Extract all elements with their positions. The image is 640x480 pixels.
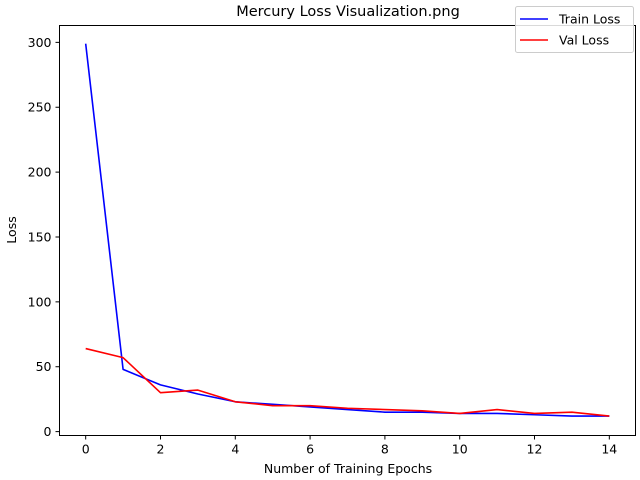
x-axis-ticks: 0 2 4 6 8 10 12 14 xyxy=(82,435,617,457)
y-tick-label: 100 xyxy=(28,294,52,309)
y-tick-label: 50 xyxy=(36,359,52,374)
series-lines xyxy=(84,43,610,417)
y-tick-label: 150 xyxy=(28,229,52,244)
x-tick-label: 10 xyxy=(452,442,468,457)
legend-label-val-loss: Val Loss xyxy=(559,33,609,48)
legend: Train Loss Val Loss xyxy=(515,6,634,53)
plot-border xyxy=(59,25,636,436)
x-tick-label: 2 xyxy=(157,442,165,457)
legend-box xyxy=(515,6,634,53)
x-axis-label: Number of Training Epochs xyxy=(264,461,432,476)
val-loss-line xyxy=(85,347,610,417)
y-tick-label: 200 xyxy=(28,165,52,180)
x-tick-label: 6 xyxy=(306,442,314,457)
y-axis-ticks: 0 50 100 150 200 250 300 xyxy=(28,35,60,439)
x-tick-label: 4 xyxy=(231,442,239,457)
train-loss-line xyxy=(84,43,610,417)
legend-label-train-loss: Train Loss xyxy=(558,12,620,27)
x-tick-label: 8 xyxy=(381,442,389,457)
y-tick-label: 300 xyxy=(28,35,52,50)
y-tick-label: 0 xyxy=(44,424,52,439)
x-tick-label: 12 xyxy=(527,442,543,457)
y-axis-label: Loss xyxy=(4,216,19,243)
plot-area xyxy=(59,25,636,436)
x-tick-label: 14 xyxy=(601,442,617,457)
chart-title: Mercury Loss Visualization.png xyxy=(236,4,460,20)
x-tick-label: 0 xyxy=(82,442,90,457)
y-tick-label: 250 xyxy=(28,100,52,115)
